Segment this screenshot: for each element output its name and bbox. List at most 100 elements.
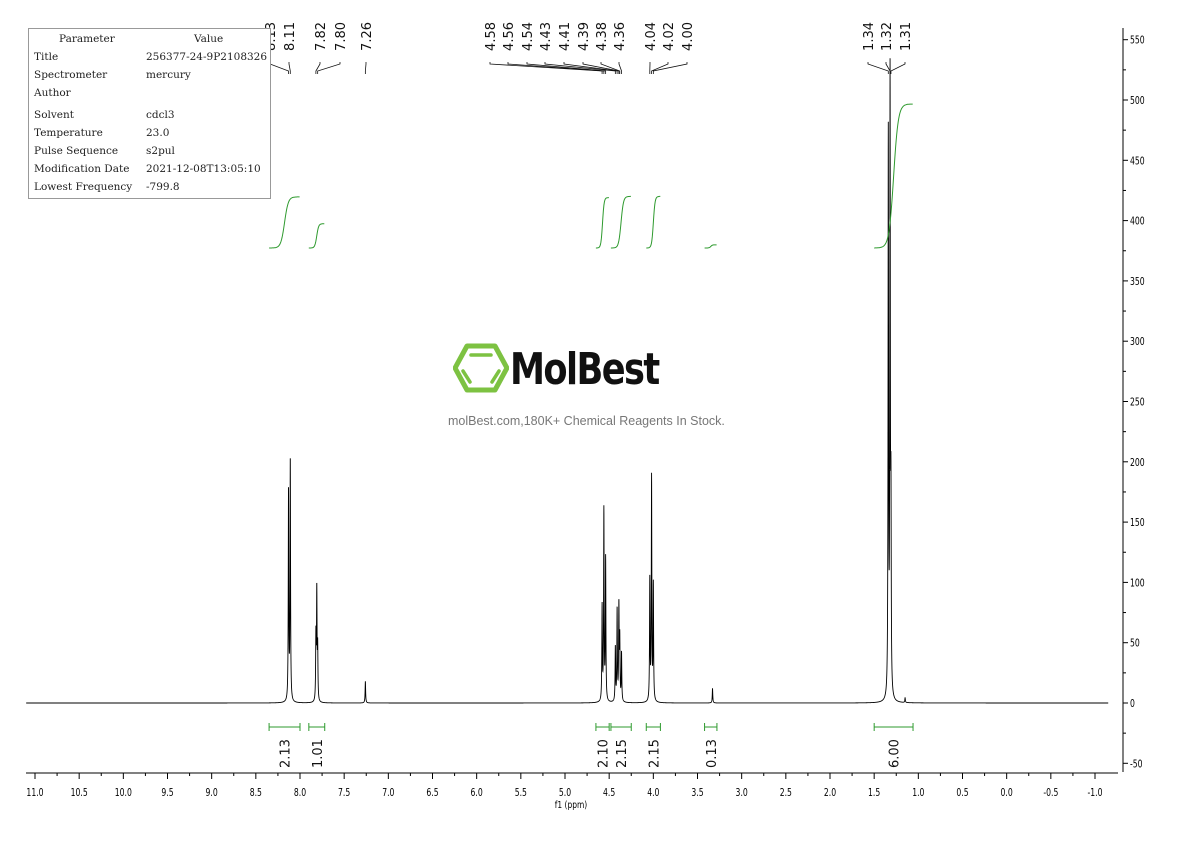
peak-label-leader — [315, 62, 321, 74]
x-tick-label: 8.5 — [250, 787, 262, 800]
y-tick-label: 400 — [1130, 215, 1145, 228]
integral-value: 2.10 — [597, 739, 612, 768]
y-tick-label: 50 — [1130, 637, 1140, 650]
integral-curve — [610, 195, 631, 249]
param-name: Spectrometer — [34, 69, 108, 81]
integral-value: 2.15 — [647, 739, 662, 768]
y-tick-label: -50 — [1130, 758, 1143, 771]
integral-curve — [308, 223, 325, 249]
integral-curve — [874, 103, 913, 249]
y-tick-label: 100 — [1130, 577, 1145, 590]
peak-label: 7.80 — [334, 22, 349, 51]
x-tick-label: -1.0 — [1087, 787, 1102, 800]
x-tick-label: 1.5 — [868, 787, 880, 800]
peak-label-leader — [582, 62, 620, 74]
param-header-value: Value — [194, 33, 224, 45]
hexagon-logo-icon — [453, 343, 509, 393]
peak-label-leader — [618, 62, 622, 74]
peak-label-leader — [652, 62, 688, 74]
peak-label: 1.34 — [862, 22, 877, 51]
param-value: 23.0 — [146, 127, 170, 139]
x-tick-label: 3.0 — [736, 787, 748, 800]
peak-label-leader — [544, 62, 616, 74]
param-value: cdcl3 — [146, 109, 175, 121]
integral-value: 6.00 — [888, 739, 903, 768]
peak-label: 4.56 — [502, 22, 517, 51]
peak-label: 4.39 — [577, 22, 592, 51]
y-tick-label: 150 — [1130, 517, 1145, 530]
peak-label: 4.43 — [539, 22, 554, 51]
y-tick-label: 500 — [1130, 95, 1145, 108]
param-value: s2pul — [146, 145, 175, 157]
y-tick-label: 0 — [1130, 698, 1135, 711]
peak-label: 4.00 — [681, 22, 696, 51]
peak-label-leader — [867, 62, 889, 74]
peak-label: 7.26 — [360, 22, 375, 51]
spectrum-line — [26, 58, 1109, 704]
peak-label-leader — [526, 62, 607, 74]
peak-label: 1.32 — [880, 22, 895, 51]
peak-label-leader — [885, 62, 891, 74]
param-name: Temperature — [34, 127, 103, 139]
integral-value: 0.13 — [705, 739, 720, 768]
param-header-name: Parameter — [59, 33, 115, 45]
x-tick-label: 5.5 — [515, 787, 527, 800]
x-tick-label: 11.0 — [26, 787, 43, 800]
integral-curve — [269, 196, 300, 249]
param-value: 256377-24-9P2108326 — [146, 51, 268, 63]
integral-value: 2.13 — [279, 739, 294, 768]
y-tick-label: 250 — [1130, 396, 1145, 409]
y-tick-label: 300 — [1130, 336, 1145, 349]
x-tick-label: 2.5 — [780, 787, 792, 800]
integral-curve — [595, 197, 609, 249]
param-name: Title — [34, 51, 59, 63]
peak-label: 4.38 — [595, 22, 610, 51]
integral-value: 1.01 — [311, 739, 326, 768]
x-axis: 11.0 10.5 10.0 9.5 9.0 8.5 8.0 7.5 7.0 6.5 6.0 5.5 5… — [26, 772, 1118, 800]
x-tick-label: 3.5 — [691, 787, 703, 800]
param-value: -799.8 — [146, 181, 180, 193]
integrals: 2.13 1.01 2.10 2.15 2.15 0.13 6.00 — [268, 103, 914, 768]
x-tick-label: 9.5 — [161, 787, 173, 800]
peak-label-leader — [317, 62, 341, 74]
peak-label: 4.54 — [521, 22, 536, 51]
integral-value: 2.15 — [615, 739, 630, 768]
x-tick-label: -0.5 — [1043, 787, 1058, 800]
param-value: 2021-12-08T13:05:10 — [146, 163, 261, 175]
peak-labels: 8.13 8.11 7.82 7.80 7.26 4.58 4.56 4.54 4.43 4.41… — [264, 22, 914, 74]
peak-label-leader — [890, 62, 906, 74]
peak-label-leader — [288, 62, 291, 74]
param-name: Pulse Sequence — [34, 145, 119, 157]
param-name: Author — [34, 87, 71, 99]
x-tick-label: 2.0 — [824, 787, 836, 800]
x-tick-label: 8.0 — [294, 787, 306, 800]
param-value: mercury — [146, 69, 191, 81]
peak-label: 4.58 — [484, 22, 499, 51]
spectrum — [26, 58, 1109, 704]
x-tick-label: 4.5 — [603, 787, 615, 800]
peak-label-leader — [600, 62, 621, 74]
peak-label: 4.04 — [644, 22, 659, 51]
x-tick-label: 7.5 — [338, 787, 350, 800]
integral-curve — [646, 195, 661, 249]
peak-label-leader — [507, 62, 605, 74]
param-name: Modification Date — [34, 163, 130, 175]
y-axis: -50 0 50 100 150 200 250 300 350 400 450 500 550 — [1122, 28, 1145, 772]
x-tick-label: 10.5 — [71, 787, 88, 800]
x-tick-label: 10.0 — [115, 787, 132, 800]
x-tick-label: 7.0 — [382, 787, 394, 800]
peak-label-leader — [364, 62, 367, 74]
parameter-table: Parameter Value Title 256377-24-9P2108326… — [28, 28, 271, 199]
y-tick-label: 550 — [1130, 34, 1145, 47]
x-tick-label: 9.0 — [206, 787, 218, 800]
param-name: Lowest Frequency — [34, 181, 133, 193]
peak-label-leader — [269, 62, 289, 74]
y-tick-label: 350 — [1130, 276, 1145, 289]
x-tick-label: 0.5 — [956, 787, 968, 800]
x-axis-label: f1 (ppm) — [555, 800, 587, 811]
peak-label: 8.11 — [283, 22, 298, 51]
peak-label-leader — [489, 62, 603, 74]
peak-label-leader — [651, 62, 669, 74]
x-tick-label: 1.0 — [912, 787, 924, 800]
